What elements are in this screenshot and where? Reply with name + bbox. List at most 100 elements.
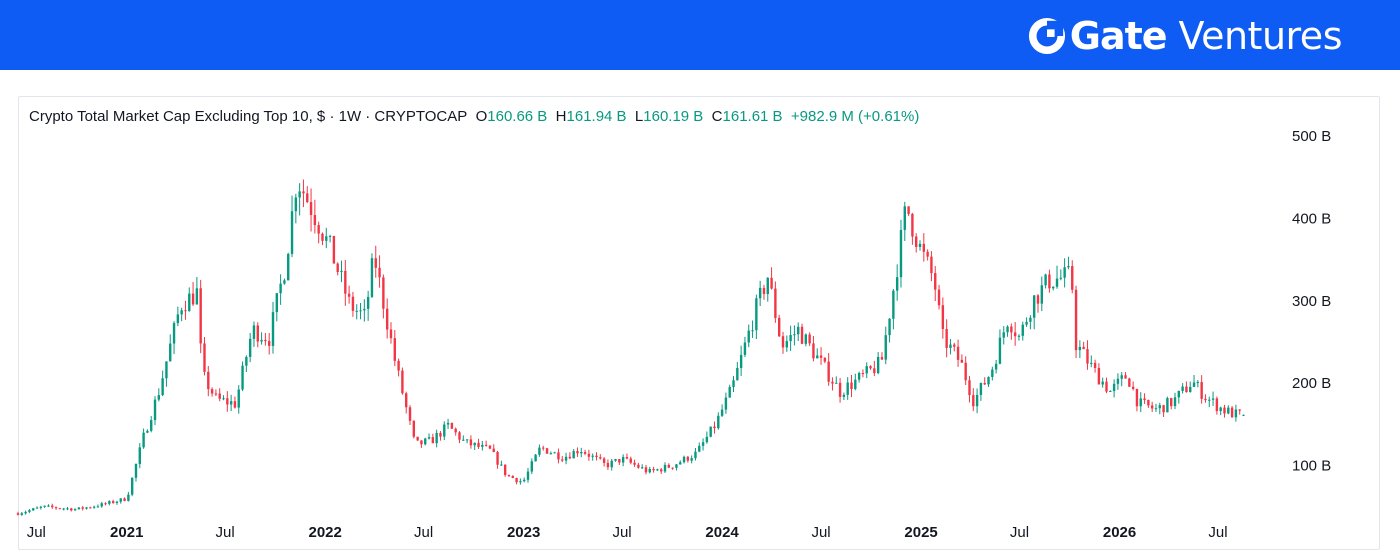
candle-body [180, 310, 183, 315]
candle-body [424, 438, 427, 445]
candle-body [1044, 274, 1047, 286]
candle-body [290, 211, 294, 254]
candle-body [1208, 399, 1211, 401]
candle-body [1135, 388, 1139, 407]
candle-body [104, 503, 107, 505]
candle-body [682, 456, 686, 463]
candle-body [956, 346, 960, 360]
candle-body [1105, 381, 1108, 392]
candle-body [47, 505, 50, 507]
candle-body [127, 494, 130, 501]
candle-body [81, 507, 84, 509]
candle-body [412, 420, 416, 437]
candle-body [1139, 398, 1142, 407]
candle-body [1162, 405, 1165, 413]
candle-body [747, 330, 750, 343]
candle-body [880, 356, 884, 360]
chart-panel [18, 96, 1380, 550]
candle-body [241, 365, 244, 390]
candle-body [1120, 375, 1123, 379]
candle-body [728, 387, 731, 398]
candle-body [359, 310, 362, 312]
candle-body [557, 452, 560, 460]
candle-body [549, 453, 553, 455]
candle-body [602, 458, 606, 463]
candle-body [207, 371, 210, 390]
candle-body [256, 325, 259, 342]
candle-body [542, 447, 545, 449]
x-tick-label: Jul [612, 524, 631, 541]
candle-body [1040, 285, 1043, 304]
gate-ventures-logo: Gate Ventures [1028, 14, 1343, 58]
candle-body [420, 440, 423, 445]
candle-body [477, 442, 480, 447]
candle-body [606, 462, 610, 468]
candle-body [888, 318, 891, 336]
candle-body [62, 508, 65, 510]
candle-body [979, 382, 983, 395]
candle-body [260, 339, 263, 342]
candle-body [937, 289, 941, 306]
candle-body [484, 444, 488, 446]
candle-body [340, 270, 343, 273]
candle-body [564, 456, 568, 461]
candle-body [271, 312, 275, 346]
candle-body [70, 508, 73, 511]
candle-body [621, 457, 625, 463]
candle-body [1029, 317, 1032, 322]
candle-body [797, 326, 800, 335]
candle-body [469, 439, 473, 446]
candle-body [153, 399, 157, 421]
candle-body [1021, 324, 1024, 336]
candle-body [157, 395, 161, 400]
candle-body [1219, 407, 1222, 412]
candle-body [119, 498, 122, 502]
candle-body [1181, 386, 1184, 391]
candle-body [907, 206, 910, 214]
y-tick-label: 400 B [1292, 210, 1331, 227]
candle-body [458, 432, 461, 440]
candle-body [321, 233, 324, 241]
candle-body [755, 298, 758, 331]
candle-body [85, 507, 88, 509]
candle-body [926, 251, 929, 257]
candle-body [500, 464, 503, 466]
candle-body [1192, 382, 1196, 387]
candle-body [751, 330, 754, 332]
candle-body [846, 382, 849, 395]
candle-body [690, 458, 693, 461]
candle-body [884, 335, 887, 360]
x-tick-label: 2026 [1103, 524, 1136, 541]
candle-body [355, 310, 358, 312]
candle-body [1010, 326, 1013, 333]
candle-body [176, 314, 180, 324]
candle-body [279, 283, 282, 294]
candle-body [819, 355, 823, 358]
candle-body [1002, 332, 1005, 338]
candle-body [507, 475, 511, 477]
high-value: 161.94 B [566, 108, 627, 125]
candle-body [92, 506, 96, 508]
candle-body [998, 337, 1002, 364]
candle-body [302, 191, 305, 194]
candle-body [953, 344, 956, 347]
candle-body [130, 477, 134, 495]
candle-body [701, 442, 705, 446]
candle-body [184, 310, 187, 312]
candle-body [591, 455, 594, 457]
candle-body [393, 338, 396, 361]
candle-body [663, 464, 667, 472]
x-tick-label: 2022 [309, 524, 342, 541]
candle-body [724, 397, 728, 410]
candle-body [462, 439, 465, 441]
candle-body [694, 451, 697, 459]
candle-body [987, 376, 990, 385]
x-tick-label: 2021 [110, 524, 143, 541]
candle-body [1078, 346, 1082, 351]
candle-body [1025, 321, 1028, 325]
candle-body [382, 277, 385, 309]
candle-body [1017, 335, 1021, 337]
candle-body [660, 469, 663, 472]
candle-body [671, 467, 674, 469]
